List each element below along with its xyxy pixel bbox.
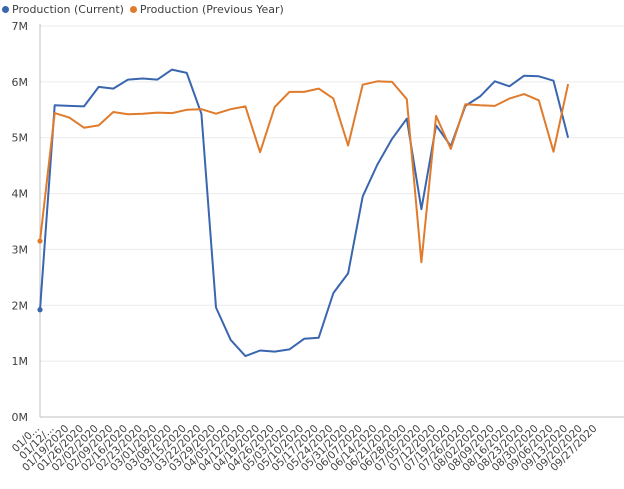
y-tick-label: 6M	[12, 76, 29, 89]
y-tick-label: 0M	[12, 411, 29, 424]
series-line	[39, 68, 570, 358]
series-layer	[37, 68, 570, 358]
y-tick-label: 4M	[12, 188, 29, 201]
data-point-marker	[37, 238, 43, 244]
x-axis: 01/0...01/12/...01/19/202001/26/202002/0…	[10, 416, 624, 474]
legend-swatch-current	[2, 5, 9, 13]
legend-label-current: Production (Current)	[12, 2, 124, 16]
grid-lines	[40, 25, 624, 362]
series-current	[37, 68, 570, 358]
y-tick-label: 3M	[12, 243, 29, 256]
legend-item-previous-year[interactable]: Production (Previous Year)	[129, 2, 284, 16]
legend-swatch-previous-year	[129, 5, 137, 13]
series-line	[39, 80, 570, 264]
legend-item-current[interactable]: Production (Current)	[2, 3, 124, 16]
y-tick-label: 1M	[12, 355, 29, 368]
y-axis: 0M 1M 2M 3M 4M 5M 6M 7M	[12, 20, 41, 424]
legend-label-previous-year: Production (Previous Year)	[139, 2, 284, 16]
y-tick-label: 2M	[12, 299, 29, 312]
y-tick-label: 5M	[12, 132, 29, 145]
y-tick-label: 7M	[12, 20, 29, 33]
chart-legend: Production (Current) Production (Previou…	[2, 1, 290, 17]
data-point-marker	[37, 307, 43, 313]
series-previous-year	[37, 80, 570, 264]
